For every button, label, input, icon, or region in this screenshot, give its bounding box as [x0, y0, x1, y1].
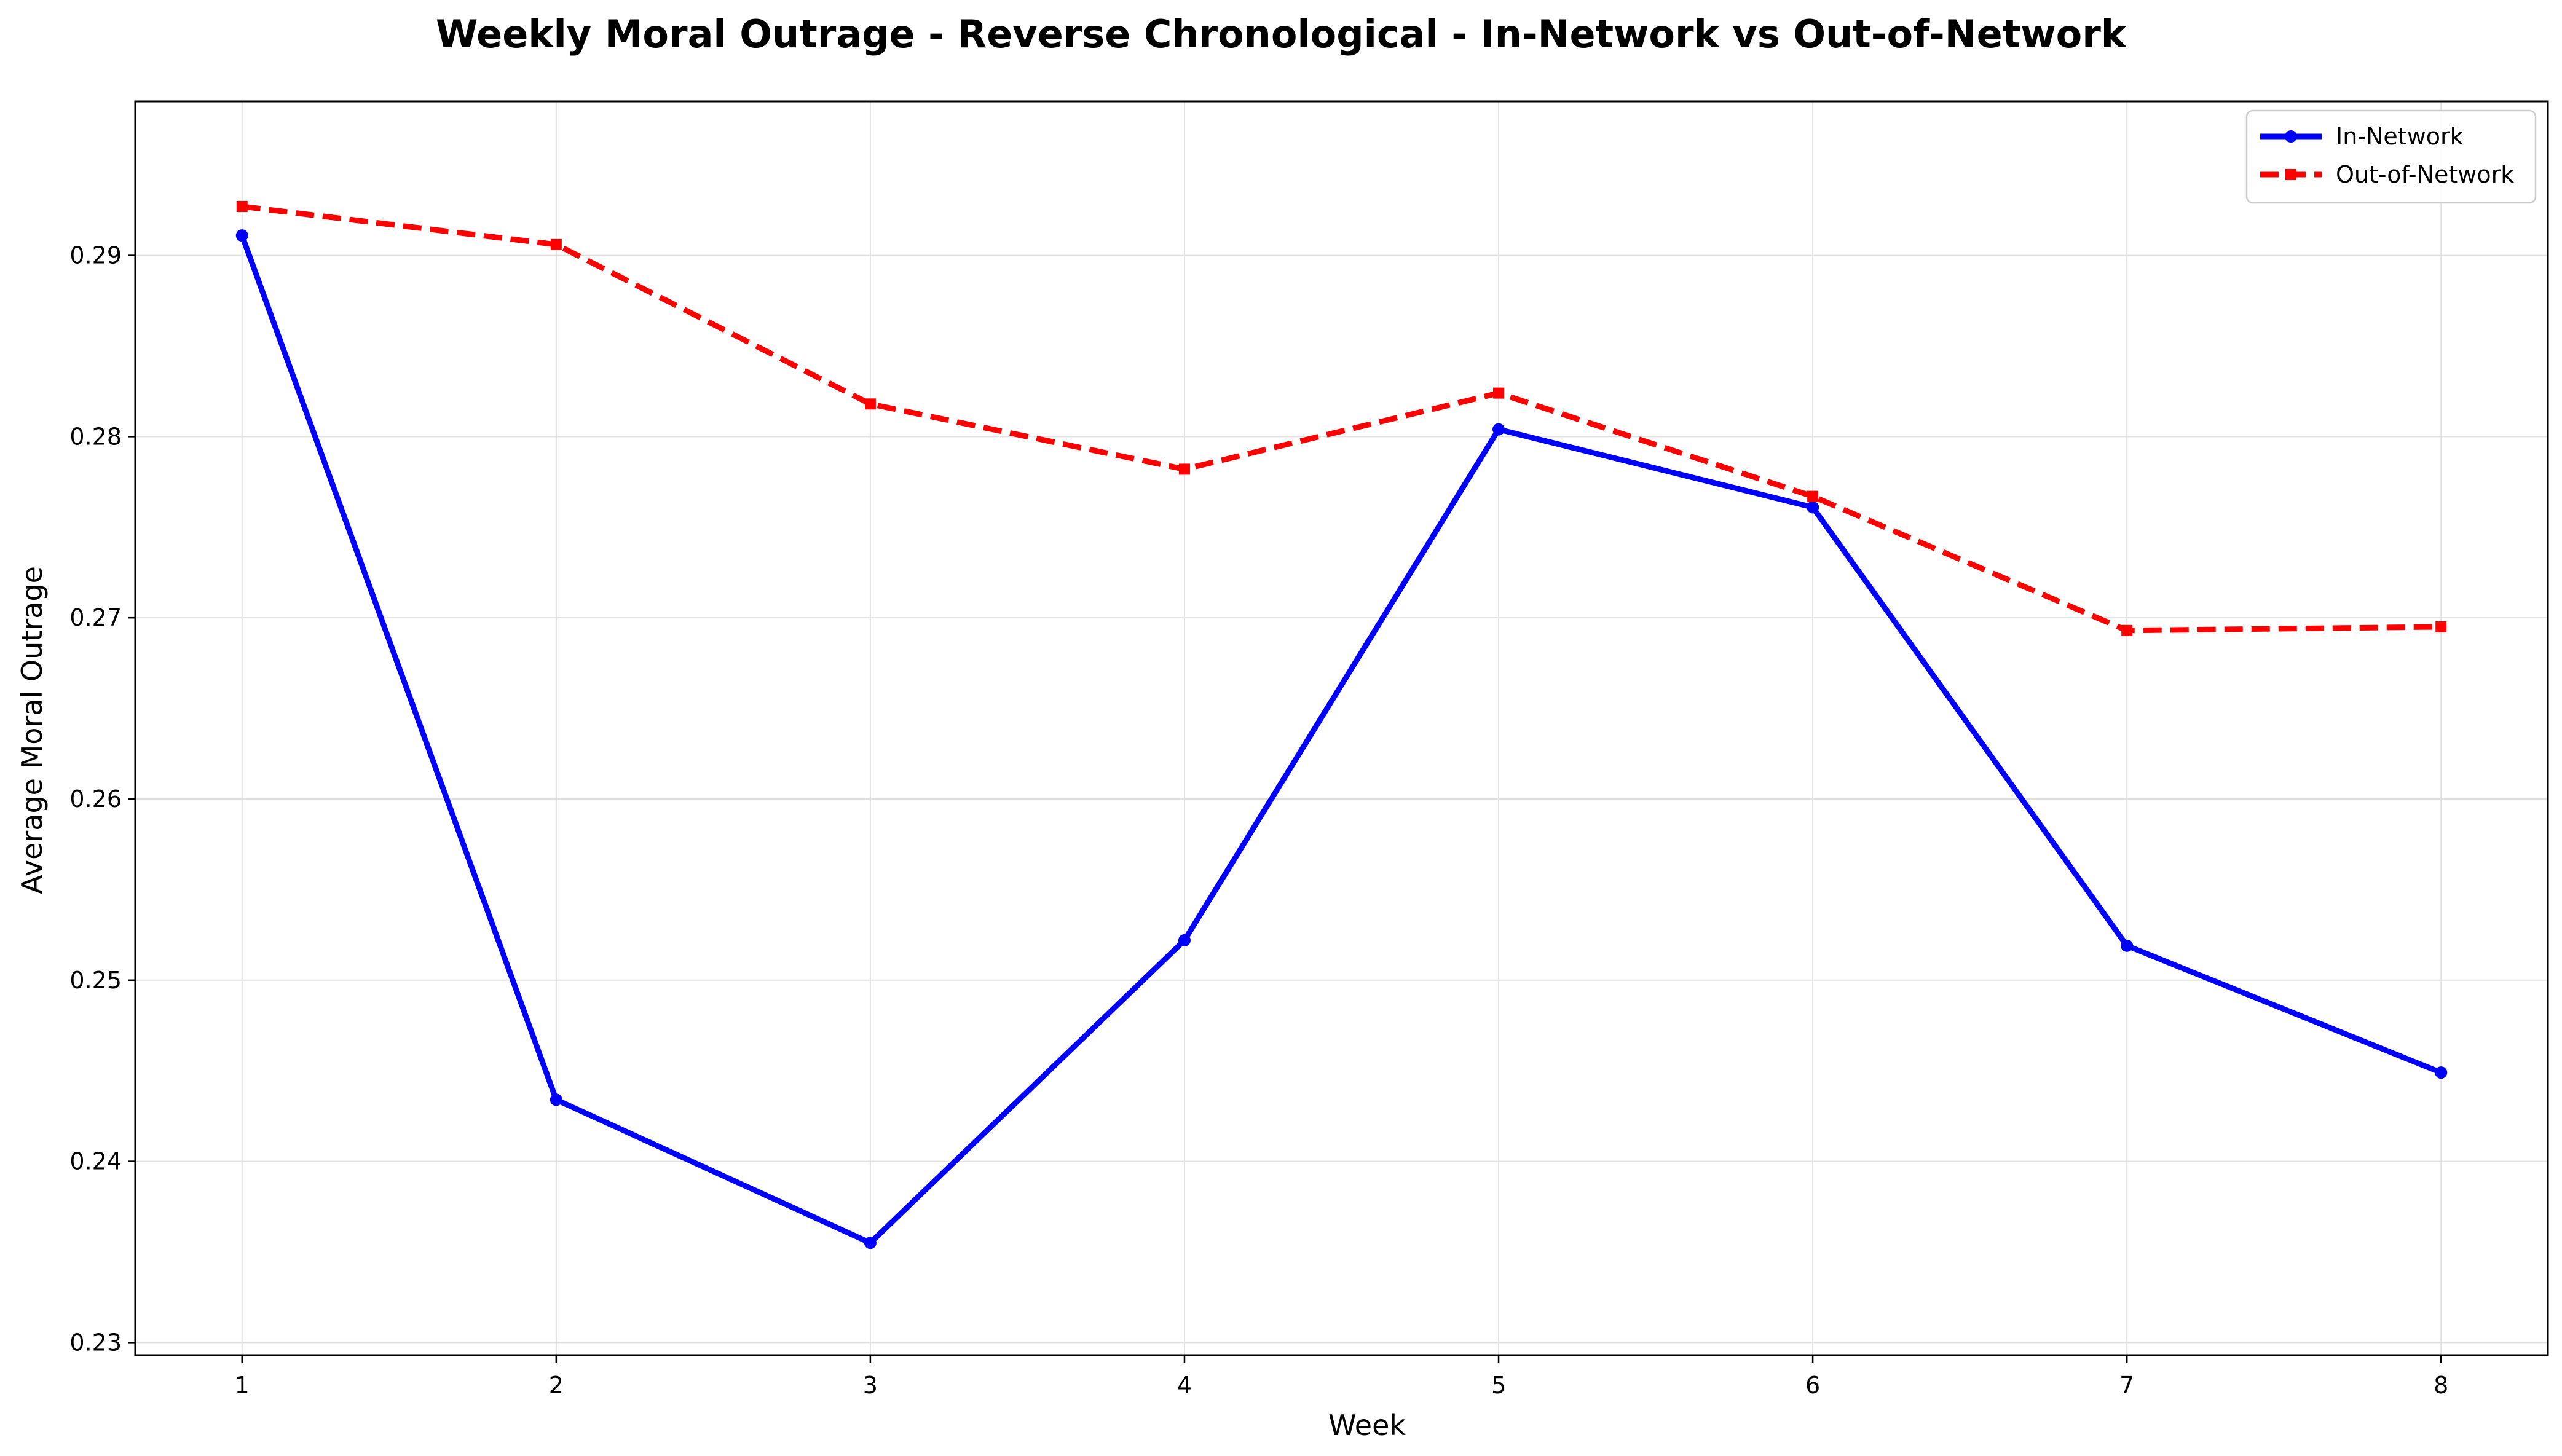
x-tick-label: 7 [2119, 1372, 2134, 1399]
x-tick-label: 6 [1805, 1372, 1820, 1399]
data-point-out-of-network [2435, 621, 2447, 632]
plot-area-frame [134, 100, 2549, 1356]
x-tick-label: 1 [235, 1372, 250, 1399]
data-point-out-of-network [864, 398, 876, 410]
data-point-out-of-network [1493, 387, 1505, 399]
legend-marker-out-of-network [2285, 169, 2296, 180]
data-point-out-of-network [550, 238, 562, 250]
x-tick-label: 3 [863, 1372, 878, 1399]
data-point-in-network [1178, 934, 1191, 946]
chart-title: Weekly Moral Outrage - Reverse Chronolog… [436, 12, 2127, 57]
y-tick-label: 0.28 [69, 423, 122, 450]
y-axis-label: Average Moral Outrage [15, 566, 49, 894]
x-tick-label: 4 [1177, 1372, 1192, 1399]
y-tick-label: 0.24 [69, 1148, 122, 1175]
axis-ticks: 1 2 3 4 5 6 7 8 0.23 0.24 0.25 0.26 0.27 0.28 0.29 [69, 242, 2448, 1399]
legend-label-out-of-network: Out-of-Network [2336, 161, 2514, 188]
legend-marker-in-network [2285, 130, 2297, 143]
data-point-in-network [2435, 1066, 2448, 1079]
data-point-out-of-network [1807, 490, 1819, 502]
y-tick-label: 0.25 [69, 967, 122, 994]
x-tick-label: 5 [1491, 1372, 1506, 1399]
y-tick-label: 0.23 [69, 1329, 122, 1356]
x-tick-label: 8 [2434, 1372, 2448, 1399]
data-point-in-network [550, 1093, 562, 1106]
legend: In-Network Out-of-Network [2245, 109, 2537, 204]
data-point-out-of-network [2121, 624, 2133, 636]
data-point-in-network [1807, 501, 1819, 514]
y-tick-label: 0.26 [69, 785, 122, 813]
legend-label-in-network: In-Network [2336, 123, 2464, 150]
series-line-out-of-network [242, 203, 2442, 634]
y-tick-label: 0.27 [69, 604, 122, 631]
series-layer [235, 200, 2448, 1249]
data-point-in-network [1492, 423, 1505, 436]
data-point-out-of-network [1178, 463, 1190, 475]
x-tick-label: 2 [549, 1372, 564, 1399]
data-point-out-of-network [236, 200, 248, 212]
x-axis-label: Week [1328, 1409, 1406, 1442]
data-point-in-network [235, 229, 248, 242]
grid-lines [135, 101, 2548, 1355]
y-tick-label: 0.29 [69, 242, 122, 269]
data-point-in-network [864, 1237, 877, 1249]
data-point-in-network [2121, 939, 2134, 952]
series-line-in-network [239, 232, 2444, 1246]
